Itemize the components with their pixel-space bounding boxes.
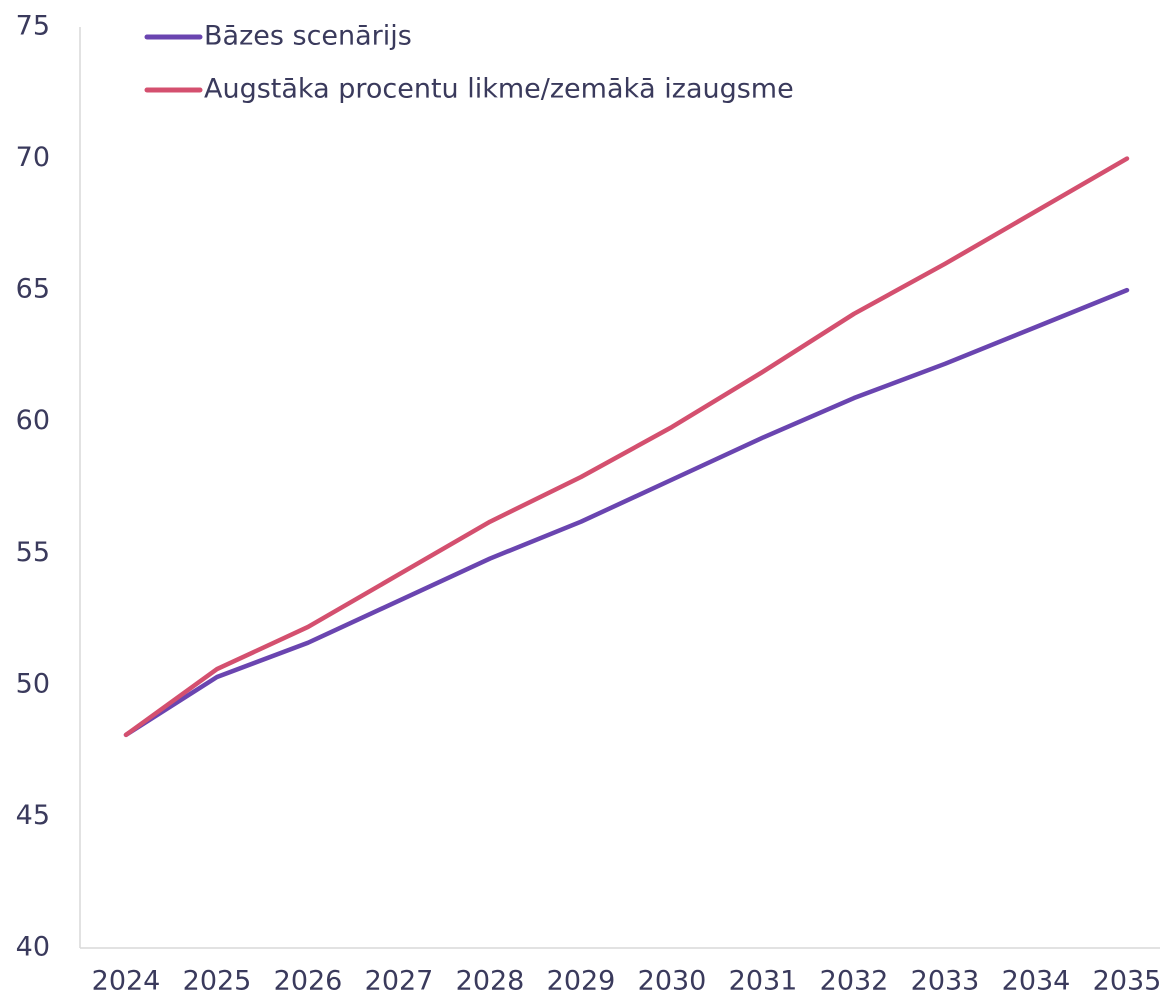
y-tick-label: 50 (16, 668, 50, 699)
x-tick-label: 2031 (729, 966, 798, 997)
x-tick-label: 2030 (638, 966, 707, 997)
x-tick-label: 2033 (911, 966, 980, 997)
x-tick-label: 2024 (92, 966, 161, 997)
x-tick-label: 2035 (1093, 966, 1162, 997)
y-tick-label: 55 (16, 537, 50, 568)
legend-label: Augstāka procentu likme/zemākā izaugsme (204, 74, 794, 105)
series-line (123, 287, 1130, 738)
x-tick-label: 2027 (365, 966, 434, 997)
x-tick-label: 2034 (1002, 966, 1071, 997)
x-tick-label: 2029 (547, 966, 616, 997)
legend-label: Bāzes scenārijs (204, 21, 412, 52)
y-tick-label: 60 (16, 405, 50, 436)
x-tick-label: 2025 (183, 966, 252, 997)
y-tick-label: 45 (16, 800, 50, 831)
x-tick-label: 2032 (820, 966, 889, 997)
x-tick-label: 2026 (274, 966, 343, 997)
y-tick-label: 65 (16, 274, 50, 305)
y-tick-label: 40 (16, 932, 50, 963)
x-tick-label: 2028 (456, 966, 525, 997)
y-tick-label: 70 (16, 142, 50, 173)
y-tick-label: 75 (16, 11, 50, 42)
series-line (123, 156, 1130, 738)
